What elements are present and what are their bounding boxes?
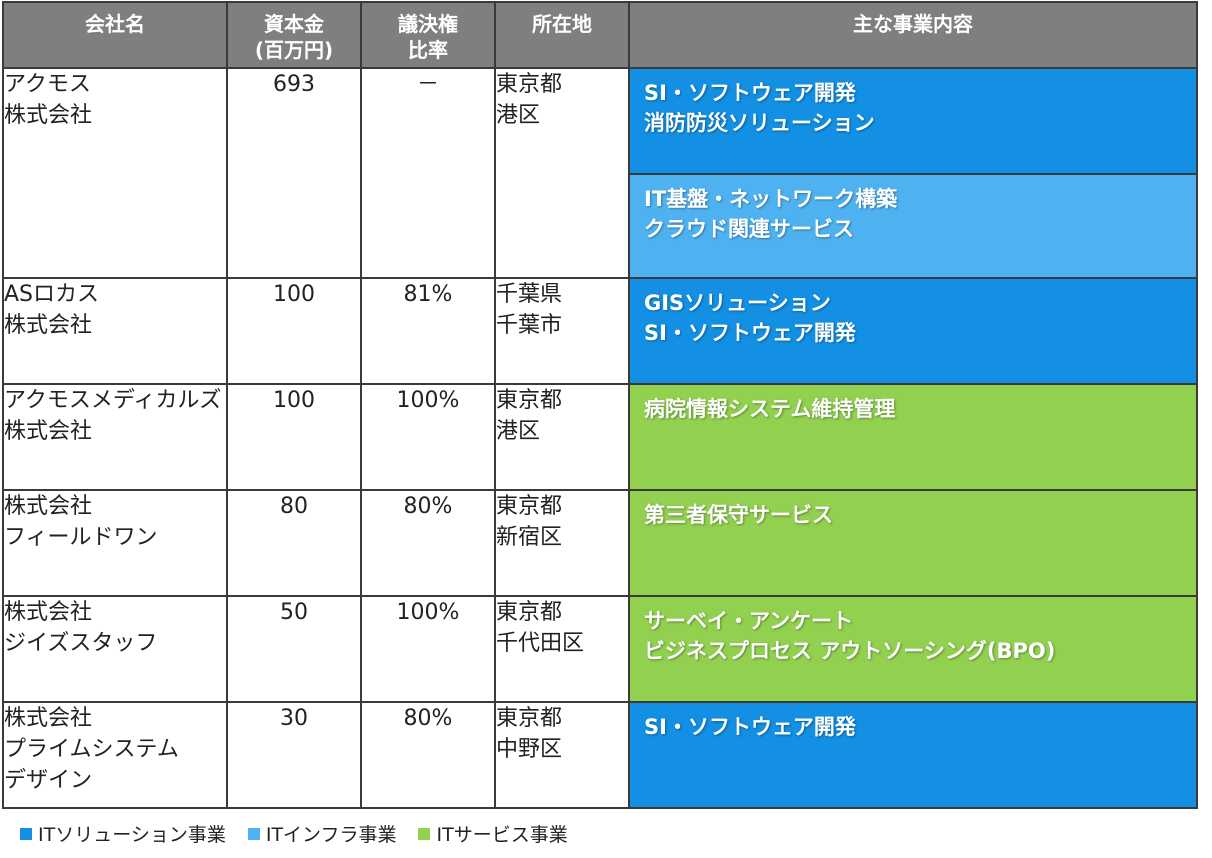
company-name-cell: ASロカス 株式会社 [2,277,228,385]
business-cell: SI・ソフトウェア開発 消防防災ソリューション IT基盤・ネットワーク構築 クラウド関… [628,67,1198,279]
company-name-cell: 株式会社 プライムシステム デザイン [2,701,228,809]
business-line: ビジネスプロセス アウトソーシング(BPO) [644,639,1056,663]
capital-cell: 80 [226,489,362,597]
business-cell: 病院情報システム維持管理 [628,383,1198,491]
legend-label: ITサービス事業 [436,824,568,846]
business-line: 病院情報システム維持管理 [644,397,896,421]
company-name-cell: 株式会社 ジイズスタッフ [2,595,228,703]
voting-ratio-cell: 100% [360,383,496,491]
business-cell: GISソリューション SI・ソフトウェア開発 [628,277,1198,385]
business-line: IT基盤・ネットワーク構築 [644,187,898,211]
voting-ratio-cell: 80% [360,701,496,809]
capital-cell: 693 [226,67,362,279]
company-name-cell: アクモス 株式会社 [2,67,228,279]
location-cell: 東京都 千代田区 [494,595,630,703]
header-location: 所在地 [494,1,630,69]
business-line: 第三者保守サービス [644,503,833,527]
business-line: クラウド関連サービス [644,217,854,241]
location-cell: 東京都 港区 [494,383,630,491]
business-block-svc: 病院情報システム維持管理 [630,385,1196,489]
business-block-svc: サーベイ・アンケートビジネスプロセス アウトソーシング(BPO) [630,597,1196,701]
business-cell: SI・ソフトウェア開発 [628,701,1198,809]
location-cell: 東京都 新宿区 [494,489,630,597]
legend-label: ITインフラ事業 [265,824,397,846]
company-name-cell: 株式会社 フィールドワン [2,489,228,597]
header-company: 会社名 [2,1,228,69]
legend-swatch-icon [247,827,260,840]
business-cell: サーベイ・アンケートビジネスプロセス アウトソーシング(BPO) [628,595,1198,703]
capital-cell: 30 [226,701,362,809]
legend-item-inf: ITインフラ事業 [247,820,397,847]
business-line: サーベイ・アンケート [644,609,854,633]
location-cell: 東京都 中野区 [494,701,630,809]
subsidiary-table: 会社名 資本金 (百万円) 議決権 比率 所在地 主な事業内容 アクモス 株式会社 69… [2,1,1198,809]
table-row: アクモス 株式会社 693 －東京都 港区 SI・ソフトウェア開発 消防防災ソリューション I… [2,67,1198,279]
business-line: SI・ソフトウェア開発 [644,321,856,345]
business-block-sol: SI・ソフトウェア開発 [630,703,1196,807]
header-capital: 資本金 (百万円) [226,1,362,69]
business-line: 消防防災ソリューション [644,111,875,135]
legend-swatch-icon [418,827,431,840]
table-row: 株式会社 フィールドワン 80 80% 東京都 新宿区 第三者保守サービス [2,489,1198,597]
table-row: 株式会社 ジイズスタッフ 50 100% 東京都 千代田区 サーベイ・アンケートビジネスプロ… [2,595,1198,703]
business-cell: 第三者保守サービス [628,489,1198,597]
business-block-svc: 第三者保守サービス [630,491,1196,595]
capital-cell: 50 [226,595,362,703]
business-line: SI・ソフトウェア開発 [644,81,856,105]
capital-cell: 100 [226,277,362,385]
legend-item-sol: ITソリューション事業 [20,820,226,847]
voting-ratio-cell: － [360,67,496,279]
business-block-sol: GISソリューション SI・ソフトウェア開発 [630,279,1196,383]
business-block-inf: IT基盤・ネットワーク構築 クラウド関連サービス [630,173,1196,277]
legend-swatch-icon [20,827,32,840]
legend-label: ITソリューション事業 [38,824,226,846]
table-row: ASロカス 株式会社 100 81% 千葉県 千葉市 GISソリューション SI・ソフトウェア… [2,277,1198,385]
legend-item-svc: ITサービス事業 [418,820,568,847]
capital-cell: 100 [226,383,362,491]
company-name-cell: アクモスメディカルズ 株式会社 [2,383,228,491]
business-block-sol: SI・ソフトウェア開発 消防防災ソリューション [630,69,1196,173]
table-row: 株式会社 プライムシステム デザイン 30 80% 東京都 中野区 SI・ソフトウェア開発 [2,701,1198,809]
business-line: SI・ソフトウェア開発 [644,715,856,739]
header-business: 主な事業内容 [628,1,1198,69]
location-cell: 千葉県 千葉市 [494,277,630,385]
segment-legend: ITソリューション事業 ITインフラ事業 ITサービス事業 [20,820,568,847]
business-line: GISソリューション [644,291,831,315]
location-cell: 東京都 港区 [494,67,630,279]
header-voting-ratio: 議決権 比率 [360,1,496,69]
voting-ratio-cell: 80% [360,489,496,597]
voting-ratio-cell: 81% [360,277,496,385]
table-row: アクモスメディカルズ 株式会社 100 100% 東京都 港区 病院情報システム維持管理 [2,383,1198,491]
table-header-row: 会社名 資本金 (百万円) 議決権 比率 所在地 主な事業内容 [2,1,1198,69]
voting-ratio-cell: 100% [360,595,496,703]
